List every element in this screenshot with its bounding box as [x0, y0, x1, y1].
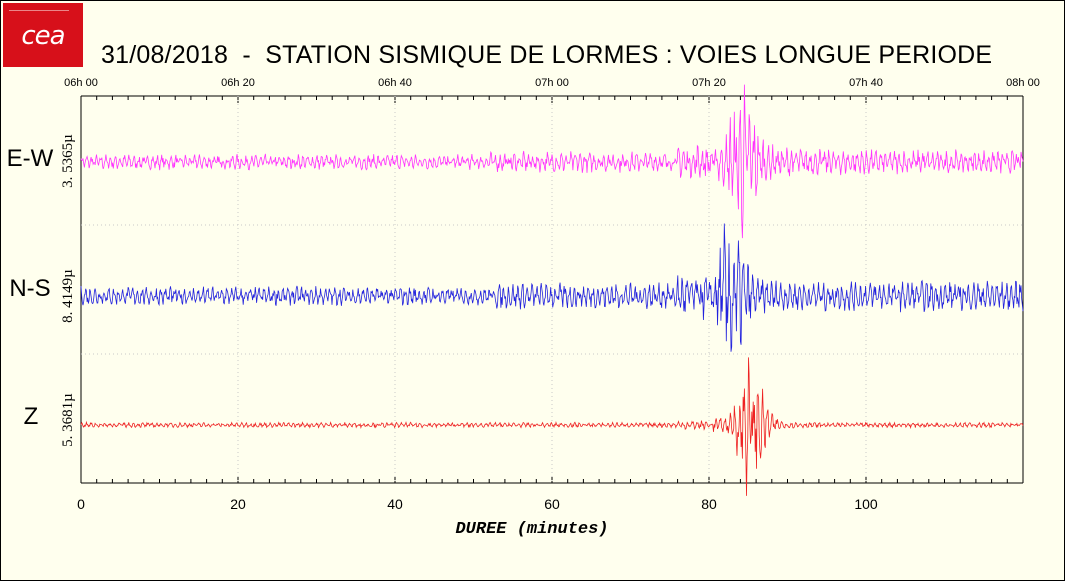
- channel-label-ew: E-W: [7, 145, 54, 172]
- logo-tagline-line: [9, 10, 69, 15]
- waveform-z: [80, 357, 1024, 496]
- x-tick-label: 100: [854, 496, 878, 512]
- time-tick-label: 06h 00: [64, 77, 98, 89]
- logo-text: cea: [21, 21, 65, 51]
- channel-label-z: Z: [24, 403, 39, 430]
- channel-scale-label: 5. 3681µ: [60, 393, 76, 447]
- waveform-ew: [80, 84, 1024, 239]
- x-tick-label: 20: [230, 496, 246, 512]
- cea-logo: cea: [3, 3, 83, 67]
- channel-scale-label: 8. 4149µ: [60, 269, 76, 323]
- x-tick-label: 60: [544, 496, 560, 512]
- time-tick-label: 06h 40: [378, 77, 412, 89]
- time-tick-label: 08h 00: [1006, 77, 1040, 89]
- time-tick-label: 07h 20: [692, 77, 726, 89]
- x-tick-label: 80: [701, 496, 717, 512]
- channel-label-ns: N-S: [9, 275, 50, 302]
- x-tick-label: 40: [387, 496, 403, 512]
- x-tick-label: 0: [77, 496, 85, 512]
- time-tick-label: 07h 00: [535, 77, 569, 89]
- time-tick-label: 06h 20: [221, 77, 255, 89]
- time-tick-label: 07h 40: [849, 77, 883, 89]
- x-axis-label: DUREE (minutes): [455, 520, 608, 539]
- waveform-ns: [80, 223, 1024, 352]
- channel-scale-label: 3. 5365µ: [60, 134, 76, 188]
- chart-title: 31/08/2018 - STATION SISMIQUE DE LORMES …: [101, 41, 993, 69]
